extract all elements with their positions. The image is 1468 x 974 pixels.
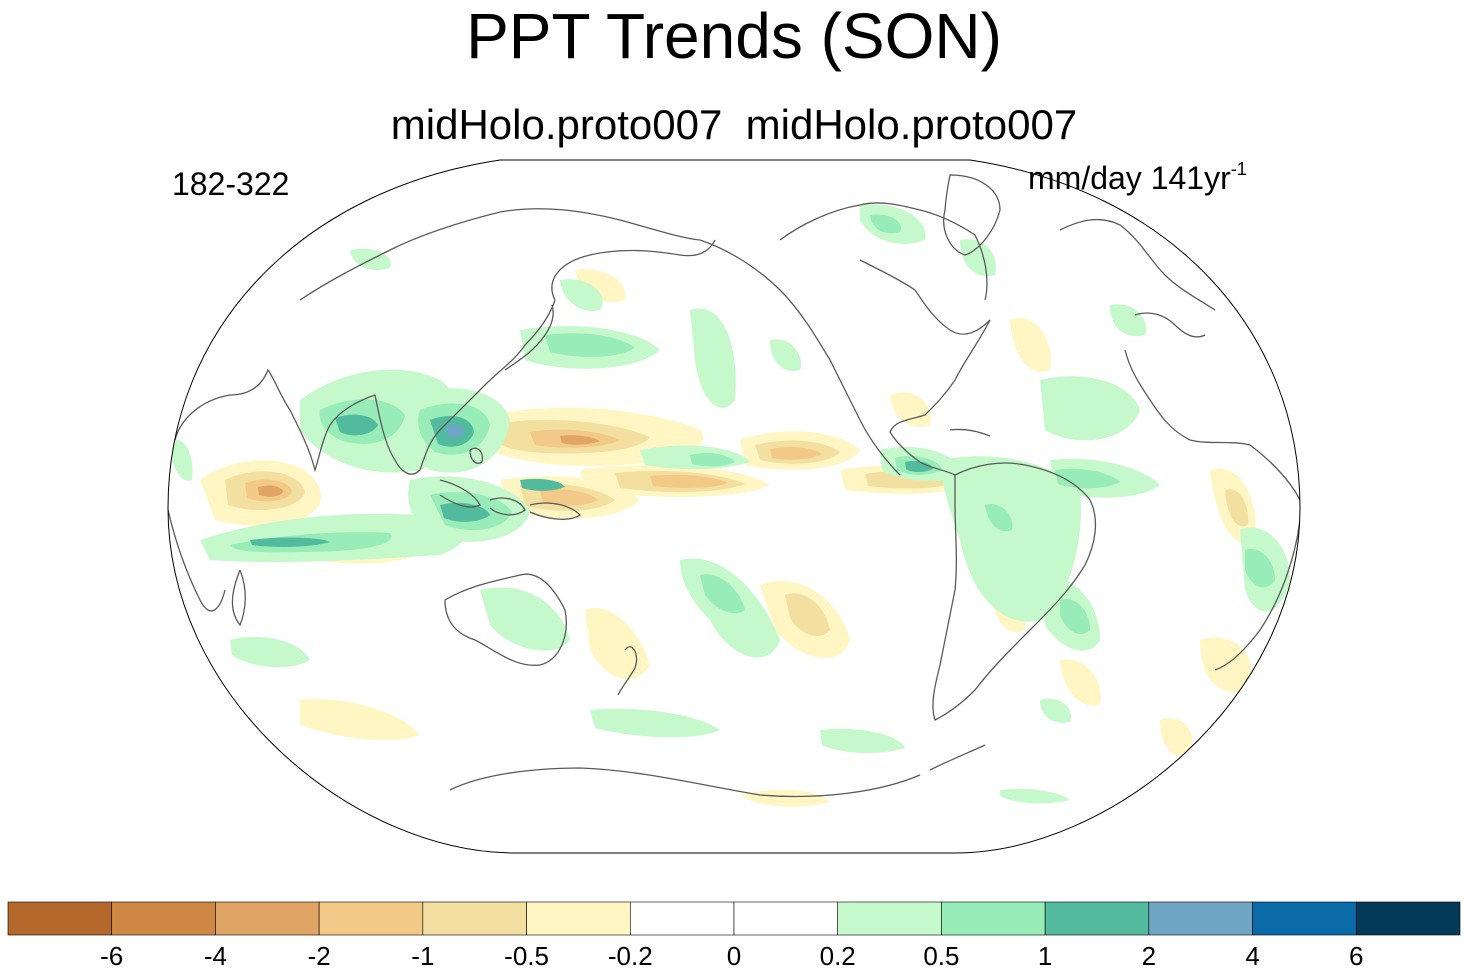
colorbar-tick-label: 4 [1245, 941, 1259, 971]
map-border [167, 159, 1301, 854]
colorbar-boxes [7, 901, 1461, 936]
colorbar-tick-label: 2 [1142, 941, 1156, 971]
precip-trend-field [170, 204, 1290, 807]
colorbar-box [318, 901, 424, 936]
colorbar-box [7, 901, 113, 936]
colorbar-tick-label: 0.2 [820, 941, 856, 971]
colorbar-box [837, 901, 942, 936]
wet-very-strong-patches [446, 424, 464, 438]
coastlines [168, 174, 1300, 798]
colorbar: -6 -4 -2 -1 -0.5 -0.2 0 0.2 0.5 1 2 4 6 [7, 901, 1461, 971]
time-range-label: 182-322 [172, 166, 290, 202]
colorbar-tick-label: -6 [100, 941, 123, 971]
map-panel [167, 159, 1301, 854]
colorbar-box [111, 901, 216, 936]
colorbar-labels: -6 -4 -2 -1 -0.5 -0.2 0 0.2 0.5 1 2 4 6 [100, 941, 1363, 971]
colorbar-box [1252, 901, 1357, 936]
colorbar-tick-label: -0.5 [504, 941, 549, 971]
units-label: mm/day 141yr-1 [1028, 158, 1247, 198]
colorbar-tick-label: 0.5 [923, 941, 959, 971]
colorbar-tick-label: 0 [727, 941, 741, 971]
colorbar-box [733, 901, 839, 936]
colorbar-box [526, 901, 631, 936]
map-subtitle: midHolo.proto007 midHolo.proto007 [390, 101, 1078, 148]
colorbar-tick-label: 1 [1038, 941, 1052, 971]
colorbar-tick-label: -2 [308, 941, 331, 971]
colorbar-tick-label: -0.2 [608, 941, 653, 971]
map-title: PPT Trends (SON) [466, 0, 1002, 72]
colorbar-box [941, 901, 1046, 936]
units-text: mm/day 141yr [1028, 160, 1231, 196]
colorbar-box [629, 901, 735, 936]
colorbar-box [1148, 901, 1253, 936]
colorbar-tick-label: -4 [204, 941, 227, 971]
dry-very-strong-patches [258, 435, 600, 497]
units-superscript: -1 [1230, 159, 1247, 179]
colorbar-tick-label: 6 [1349, 941, 1363, 971]
colorbar-box [1355, 901, 1461, 936]
colorbar-box [1044, 901, 1150, 936]
colorbar-tick-label: -1 [411, 941, 434, 971]
colorbar-box [215, 901, 320, 936]
colorbar-box [422, 901, 527, 936]
